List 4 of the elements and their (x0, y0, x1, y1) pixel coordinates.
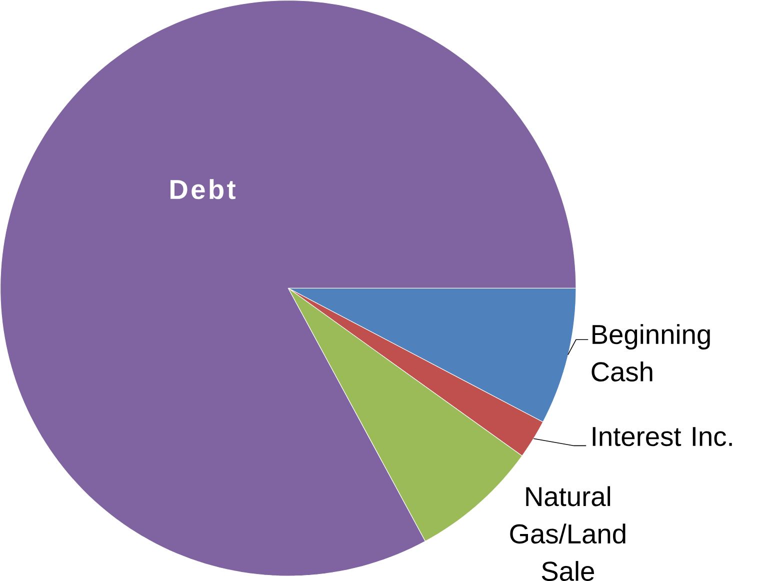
slice-label: Natural Gas/Land Sale (510, 486, 626, 581)
slice-label: Beginning Cash (592, 324, 710, 382)
slice-label: Debt (170, 179, 236, 200)
slice-label: Interest Inc. (592, 427, 732, 446)
